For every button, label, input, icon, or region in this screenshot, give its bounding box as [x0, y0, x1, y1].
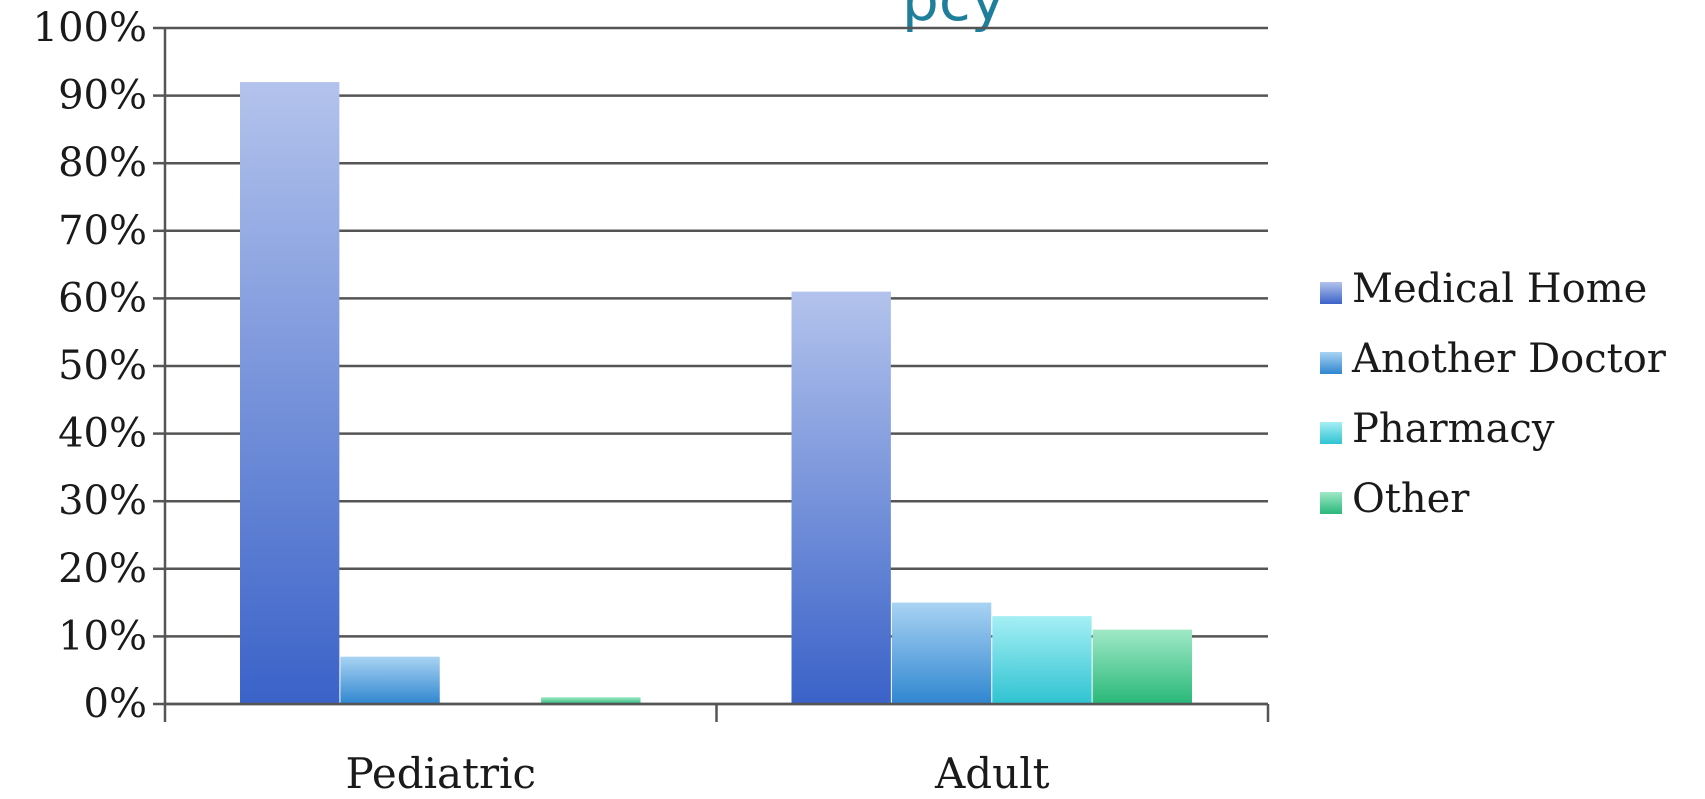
y-tick-label: 100%: [33, 5, 147, 51]
y-tick-label: 30%: [58, 478, 147, 524]
x-axis: [163, 28, 1270, 722]
legend-label: Medical Home: [1352, 266, 1647, 312]
y-tick-label: 40%: [58, 411, 147, 457]
y-tick-label: 60%: [58, 275, 147, 321]
y-tick-label: 20%: [58, 546, 147, 592]
legend-swatch: [1320, 352, 1342, 374]
y-tick-label: 10%: [58, 613, 147, 659]
legend-label: Another Doctor: [1351, 336, 1667, 382]
category-labels: Pediatric Adult: [346, 749, 1050, 798]
y-tick-label: 90%: [58, 73, 147, 119]
bar-adult-pharmacy: [992, 616, 1092, 704]
legend-swatch: [1320, 282, 1342, 304]
bars: [240, 82, 1192, 704]
legend-swatch: [1320, 492, 1342, 514]
x-category-label: Adult: [934, 749, 1050, 798]
bar-adult-medical-home: [791, 291, 891, 704]
y-tick-label: 0%: [84, 681, 147, 727]
legend-swatch: [1320, 422, 1342, 444]
y-axis-ticks: 0% 10% 20% 30% 40% 50% 60% 70% 80% 90% 100%: [33, 5, 147, 727]
legend-label: Pharmacy: [1352, 406, 1555, 452]
y-tick-label: 80%: [58, 140, 147, 186]
y-tick-label: 70%: [58, 208, 147, 254]
legend: Medical Home Another Doctor Pharmacy Other: [1320, 266, 1667, 522]
gridlines: [153, 26, 1268, 706]
legend-label: Other: [1352, 476, 1470, 522]
bar-adult-another-doctor: [891, 602, 992, 704]
bar-pediatric-other: [541, 697, 641, 704]
bar-pediatric-another-doctor: [340, 656, 440, 704]
bar-pediatric-medical-home: [240, 82, 340, 704]
x-category-label: Pediatric: [346, 749, 537, 798]
y-tick-label: 50%: [58, 343, 147, 389]
bar-adult-other: [1092, 629, 1192, 704]
